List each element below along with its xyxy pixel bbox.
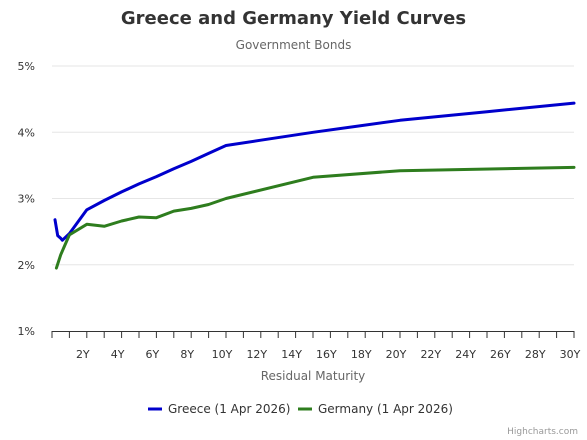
y-tick-label: 2% xyxy=(18,259,35,272)
x-tick-label: 4Y xyxy=(111,348,125,361)
y-axis: 1% 2% 3% 4% 5% xyxy=(18,60,35,338)
series-lines[interactable] xyxy=(53,101,576,270)
legend-label: Greece (1 Apr 2026) xyxy=(168,402,290,416)
x-tick-label: 18Y xyxy=(351,348,372,361)
x-tick-label: 10Y xyxy=(212,348,233,361)
chart-title: Greece and Germany Yield Curves xyxy=(121,8,466,29)
legend-item-germany[interactable]: Germany (1 Apr 2026) xyxy=(298,402,453,416)
x-tick-label: 30Y xyxy=(560,348,581,361)
x-tick-label: 26Y xyxy=(490,348,511,361)
y-tick-label: 3% xyxy=(18,193,35,206)
y-tick-label: 4% xyxy=(18,126,35,139)
legend-item-greece[interactable]: Greece (1 Apr 2026) xyxy=(148,402,290,416)
legend[interactable]: Greece (1 Apr 2026) Germany (1 Apr 2026) xyxy=(148,402,453,416)
x-tick-label: 24Y xyxy=(455,348,476,361)
series-line-greece[interactable] xyxy=(53,101,576,242)
x-tick-label: 12Y xyxy=(246,348,267,361)
legend-label: Germany (1 Apr 2026) xyxy=(318,402,453,416)
x-tick-label: 6Y xyxy=(146,348,160,361)
x-tick-label: 8Y xyxy=(180,348,194,361)
x-axis-title: Residual Maturity xyxy=(261,369,366,383)
x-tick-label: 20Y xyxy=(386,348,407,361)
x-tick-label: 28Y xyxy=(525,348,546,361)
y-tick-label: 1% xyxy=(18,325,35,338)
x-axis: 2Y 4Y 6Y 8Y 10Y 12Y 14Y 16Y 18Y 20Y 22Y 24Y 26Y 28Y 30… xyxy=(51,331,581,361)
series-line-germany[interactable] xyxy=(54,165,576,270)
y-tick-label: 5% xyxy=(18,60,35,73)
grid-lines xyxy=(52,65,574,266)
x-tick-label: 22Y xyxy=(420,348,441,361)
x-tick-label: 2Y xyxy=(76,348,90,361)
chart-subtitle: Government Bonds xyxy=(236,38,352,52)
credits-link[interactable]: Highcharts.com xyxy=(507,427,578,437)
x-tick-label: 16Y xyxy=(316,348,337,361)
x-tick-label: 14Y xyxy=(281,348,302,361)
